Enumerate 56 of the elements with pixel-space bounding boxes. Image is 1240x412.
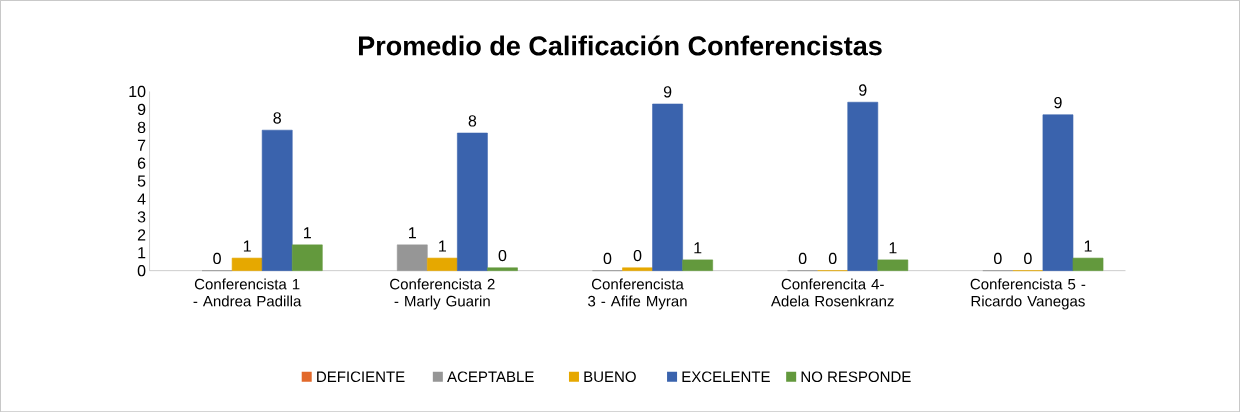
bar — [847, 101, 879, 271]
chart-title: Promedio de Calificación Conferencistas — [358, 35, 882, 56]
y-tick-label: 2 — [137, 229, 146, 241]
data-label: 0 — [1024, 252, 1032, 265]
data-label: 1 — [694, 242, 702, 254]
data-label: 1 — [439, 240, 446, 252]
y-tick-label: 9 — [137, 103, 146, 115]
bar — [682, 259, 713, 271]
data-label: 9 — [663, 86, 672, 98]
data-label: 0 — [603, 252, 612, 265]
bar — [622, 267, 653, 271]
data-label: 8 — [468, 115, 477, 127]
data-label: 0 — [498, 249, 507, 262]
y-tick-label: 1 — [138, 247, 146, 259]
y-tick-label: 10 — [129, 85, 146, 98]
bar — [291, 244, 323, 271]
y-tick-label: 8 — [137, 121, 146, 133]
bar — [652, 103, 683, 271]
data-label: 0 — [213, 252, 221, 265]
bar — [877, 259, 909, 271]
data-label: 9 — [1054, 96, 1062, 109]
data-label: 1 — [304, 227, 311, 239]
y-tick-label: 3 — [137, 211, 146, 223]
legend-label: NO RESPONDE — [801, 371, 911, 382]
data-label: 1 — [1084, 240, 1092, 252]
data-label: 0 — [828, 252, 837, 265]
bar — [396, 244, 428, 271]
data-label: 0 — [633, 249, 642, 262]
bar — [261, 129, 293, 271]
y-tick-label: 4 — [137, 193, 146, 205]
data-label: 0 — [798, 252, 807, 265]
data-label: 9 — [859, 84, 867, 96]
y-tick-label: 7 — [137, 139, 146, 151]
data-label: 1 — [889, 242, 897, 254]
legend-label: DEFICIENTE — [317, 371, 405, 382]
x-tick-label: Conferencista 5 - Ricardo Vanegas — [970, 278, 1086, 310]
y-tick-label: 6 — [137, 157, 146, 169]
x-tick-label: Conferencista 3 - Afife Myran — [588, 278, 687, 310]
data-label: 1 — [409, 227, 416, 239]
bar — [1042, 114, 1074, 271]
legend-label: BUENO — [584, 371, 636, 382]
bar — [427, 257, 458, 271]
data-label: 0 — [994, 252, 1002, 265]
x-tick-label: Conferencista 1 - Andrea Padilla — [193, 278, 302, 307]
bar — [457, 132, 488, 271]
x-tick-label: Conferencista 2 - Marly Guarin — [390, 278, 495, 310]
bar — [231, 257, 263, 271]
legend-label: EXCELENTE — [682, 371, 770, 382]
data-label: 1 — [243, 240, 251, 252]
y-tick-label: 5 — [137, 175, 146, 187]
x-tick-label: Conferencita 4- Adela Rosenkranz — [770, 278, 894, 307]
y-tick-label: 0 — [137, 264, 146, 277]
bar — [1072, 257, 1104, 271]
data-label: 8 — [273, 112, 281, 124]
bar — [487, 267, 518, 271]
legend-label: ACEPTABLE — [447, 371, 534, 382]
